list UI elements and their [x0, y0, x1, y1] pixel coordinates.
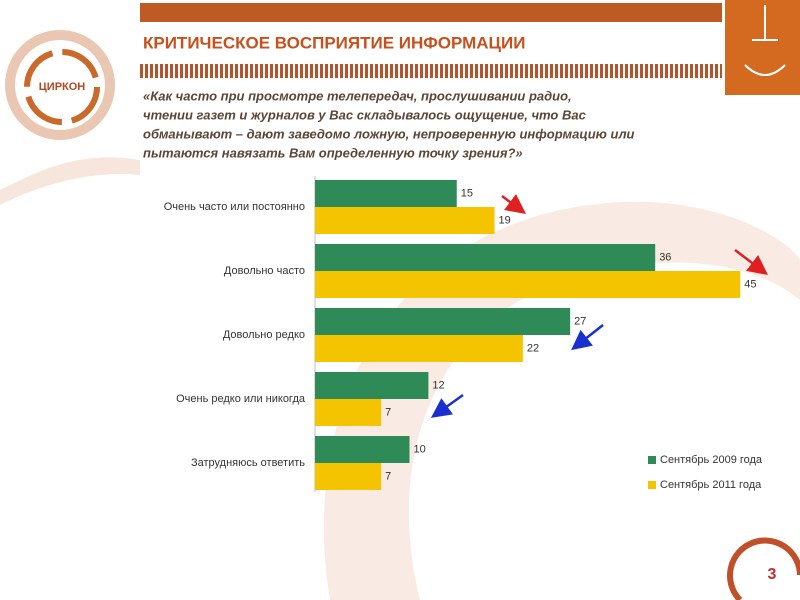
- legend-swatch: [648, 456, 656, 464]
- category-label: Довольно редко: [223, 329, 305, 341]
- legend-label: Сентябрь 2009 года: [660, 454, 763, 466]
- top-bar: [140, 3, 722, 22]
- trend-arrow: [430, 393, 464, 418]
- bar: [315, 436, 410, 463]
- value-label: 22: [527, 342, 539, 354]
- question-line: «Как часто при просмотре телепередач, пр…: [143, 88, 572, 103]
- value-label: 7: [385, 470, 391, 482]
- category-label: Довольно часто: [224, 265, 305, 277]
- legend-label: Сентябрь 2011 года: [660, 479, 762, 491]
- stripe-band: [140, 64, 722, 78]
- logo-ring: [5, 30, 115, 140]
- value-label: 15: [461, 187, 473, 199]
- slide-title: КРИТИЧЕСКОЕ ВОСПРИЯТИЕ ИНФОРМАЦИИ: [143, 33, 525, 52]
- bar: [315, 335, 523, 362]
- value-label: 19: [499, 214, 511, 226]
- value-label: 36: [659, 251, 671, 263]
- question-line: обманывают – дают заведомо ложную, непро…: [143, 126, 635, 141]
- question-line: пытаются навязать Вам определенную точку…: [143, 145, 523, 160]
- bar: [315, 271, 741, 298]
- question: «Как часто при просмотре телепередач, пр…: [143, 88, 635, 160]
- logo: ЦИРКОН: [5, 30, 115, 140]
- trend-arrow: [501, 194, 526, 214]
- category-label: Очень редко или никогда: [176, 393, 306, 405]
- page-ring: [727, 537, 800, 600]
- value-label: 45: [744, 278, 756, 290]
- value-label: 7: [385, 406, 391, 418]
- corner-icon: [744, 5, 786, 76]
- logo-ring: [24, 49, 100, 125]
- bar: [315, 207, 495, 234]
- chart: Очень часто или постоянно 15 19 Довольно ча…: [164, 176, 763, 492]
- bar: [315, 244, 656, 271]
- decor-swirl: [323, 201, 800, 600]
- bar: [315, 463, 382, 490]
- question-line: чтении газет и журналов у Вас складывало…: [143, 107, 587, 122]
- category-label: Затрудняюсь ответить: [191, 457, 305, 469]
- decor-swirl: [0, 157, 140, 205]
- trend-arrow: [734, 249, 768, 276]
- corner-box: [725, 0, 800, 95]
- value-label: 10: [414, 443, 426, 455]
- bar: [315, 372, 429, 399]
- bar: [315, 399, 382, 426]
- bar: [315, 180, 457, 207]
- legend-swatch: [648, 481, 656, 489]
- value-label: 27: [574, 315, 586, 327]
- value-label: 12: [432, 379, 444, 391]
- bar: [315, 308, 571, 335]
- trend-arrow: [571, 324, 604, 351]
- category-label: Очень часто или постоянно: [164, 201, 305, 213]
- logo-text: ЦИРКОН: [39, 81, 86, 93]
- page-number: 3: [768, 566, 777, 583]
